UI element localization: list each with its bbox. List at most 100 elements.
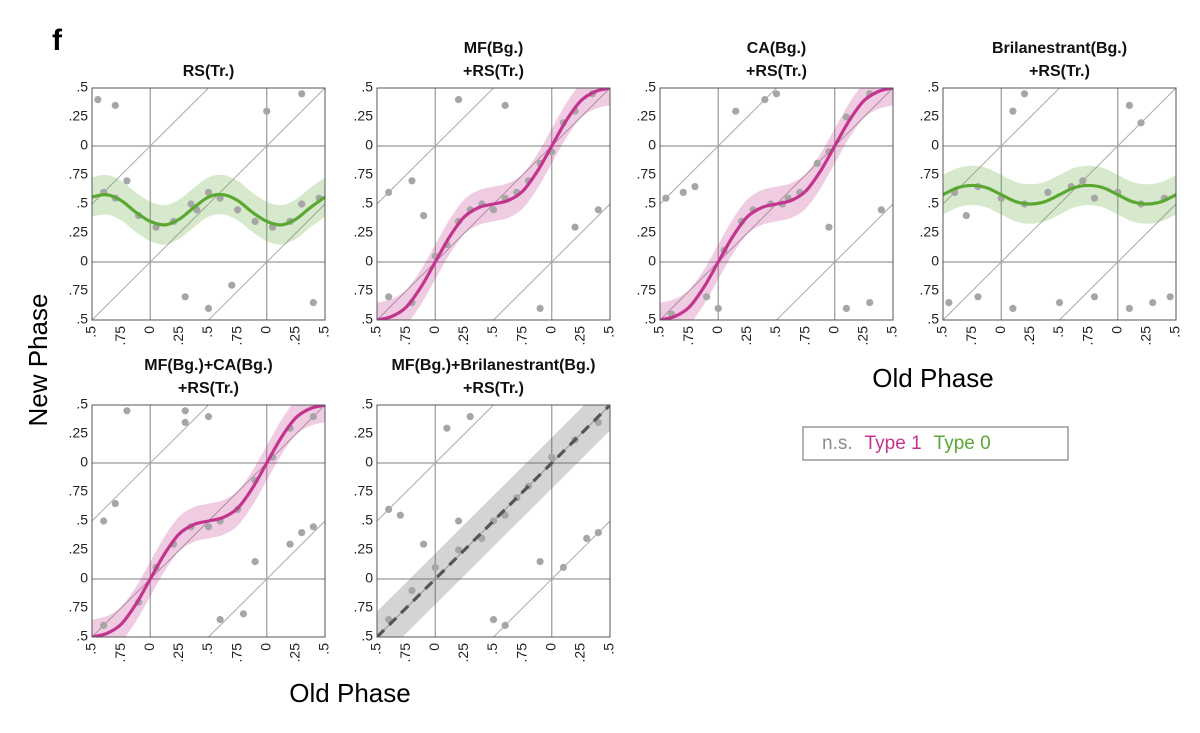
scatter-point [877,206,885,214]
y-tick-label: .75 [920,166,940,182]
scatter-point [662,194,670,202]
diagonal [943,88,1176,320]
scatter-point [385,293,393,301]
scatter-point [100,621,108,630]
scatter-point [181,418,189,426]
scatter-point [1044,188,1052,196]
y-tick-label: 0 [648,253,656,269]
y-tick-label: .25 [920,108,940,124]
panel-label: f [52,24,63,57]
plot-area [92,405,325,637]
scatter-point [583,534,591,543]
scatter-point [594,206,602,214]
scatter-point [1090,194,1099,202]
scatter-point [181,407,189,415]
diagonal [92,88,325,320]
panel: MF(Bg.)+Brilanestrant(Bg.) +RS(Tr.) .5 .75 0… [354,357,617,663]
panel: CA(Bg.)+RS(Tr.).5.75 0.25.5.75 0.25.5.5.75… [637,40,900,346]
x-axis-label: Old Phase [872,363,993,393]
x-tick-label: 0 [141,643,157,651]
scatter-point [571,223,579,231]
scatter-point [286,540,294,548]
y-tick-label: .5 [361,512,373,528]
y-tick-label: .5 [644,195,656,211]
panel-title: +RS(Tr.) [746,63,807,80]
y-tick-label: .5 [361,396,373,412]
y-tick-label: 0 [648,137,656,153]
panel-title: RS(Tr.) [183,63,235,80]
plot-area [92,88,325,320]
scatter-point [228,281,236,289]
x-tick-label: 0 [1108,326,1124,334]
scatter-point [111,500,119,508]
scatter-point [594,529,602,537]
scatter-point [825,223,833,231]
y-tick-label: .75 [637,282,657,298]
x-tick-label: 0 [257,643,273,651]
x-tick-label: .5 [1167,326,1183,338]
scatter-point [1149,299,1157,307]
scatter-point [489,206,498,214]
scatter-point [1166,293,1174,301]
x-tick-label: 0 [825,326,841,334]
scatter-point [454,96,463,104]
scatter-point [396,511,404,519]
x-tick-label: 0 [992,326,1008,334]
y-tick-label: 0 [80,454,88,470]
scatter-point [123,177,131,185]
panel-title: +RS(Tr.) [463,380,524,397]
scatter-point [945,299,953,307]
x-tick-label: .5 [934,326,950,338]
y-tick-label: .5 [927,79,939,95]
fit-curve [377,405,610,637]
scatter-point [408,177,416,185]
plot-frame [376,404,611,638]
scatter-point [1009,107,1017,115]
x-tick-label: .5 [601,643,617,655]
x-tick-label: .75 [513,326,529,346]
plot-frame [91,87,326,321]
plot-frame [942,87,1177,321]
scatter-point [962,212,970,220]
scatter-point [974,293,982,301]
y-tick-label: .75 [354,483,374,499]
scatter-point [187,200,195,208]
scatter-point [1137,119,1145,127]
scatter-point [1020,90,1029,98]
x-tick-label: .25 [572,643,588,663]
y-tick-label: .25 [69,108,89,124]
y-tick-label: .25 [637,224,657,240]
x-tick-label: .75 [796,326,812,346]
y-tick-label: .25 [354,541,374,557]
x-tick-label: 0 [709,326,725,334]
scatter-point [772,90,781,98]
x-tick-label: 0 [426,643,442,651]
x-tick-label: .25 [855,326,871,346]
x-tick-label: .25 [455,643,471,663]
scatter-point [100,517,108,525]
y-tick-label: .25 [69,541,89,557]
panel: RS(Tr.).5.75 0.25.5.75 0.25.5.5.750.25.5.7… [69,63,332,345]
fit-curve [377,88,610,320]
y-tick-label: .5 [927,311,939,327]
x-tick-label: .5 [767,326,783,338]
scatter-point [298,90,306,98]
x-tick-label: .5 [316,643,332,655]
scatter-point [714,304,722,312]
scatter-point [1125,101,1133,109]
x-tick-label: 0 [257,326,273,334]
panel: Brilanestrant(Bg.) +RS(Tr.) .5 .75 0 .25 .5 .75… [920,40,1183,345]
panel: MF(Bg.)+RS(Tr.).5.75 0.25.5.75 0.25.5.5.75… [354,40,617,346]
x-tick-label: .75 [228,643,244,663]
y-tick-label: .5 [76,512,88,528]
scatter-point [501,101,509,109]
scatter-point [866,299,874,307]
x-tick-label: .75 [397,643,413,663]
scatter-point [204,523,213,531]
y-tick-label: .25 [69,224,89,240]
x-tick-label: 0 [542,326,558,334]
scatter-point [501,621,509,630]
y-tick-label: 0 [365,454,373,470]
y-tick-label: .25 [354,108,374,124]
